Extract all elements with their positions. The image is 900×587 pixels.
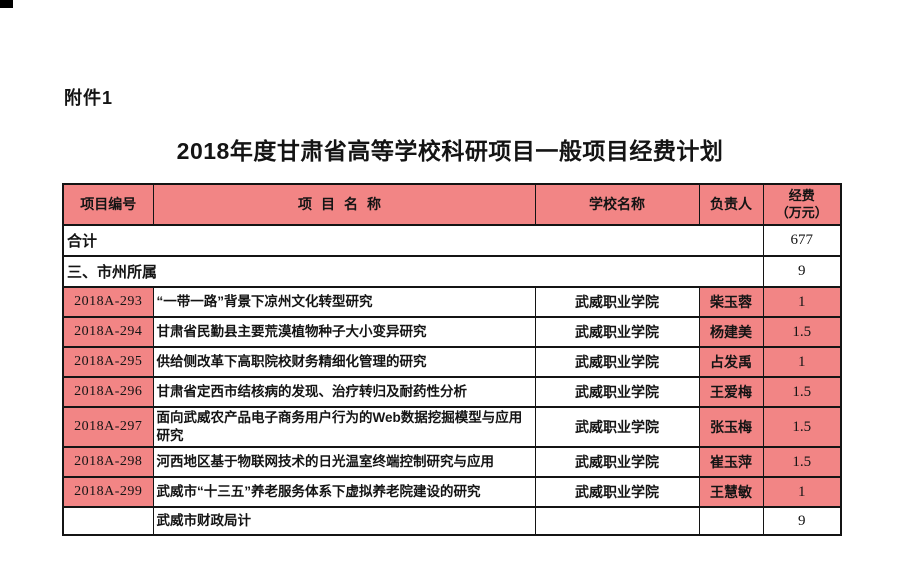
- project-code-cell: 2018A-296: [62, 376, 154, 408]
- funding-cell: 1.5: [762, 446, 842, 479]
- leader-cell: 占发禹: [698, 346, 764, 378]
- leader-cell: 张玉梅: [698, 405, 764, 449]
- funding-cell: 1: [762, 286, 842, 318]
- scan-artifact: [0, 0, 13, 8]
- header-project-name: 项目名称: [152, 183, 536, 226]
- table-row: 2018A-295 供给侧改革下高职院校财务精细化管理的研究 武威职业学院 占发禹 1: [62, 346, 842, 378]
- summary-label-cell: 合计: [62, 224, 764, 257]
- project-code-cell: 2018A-299: [62, 476, 154, 509]
- project-code-cell: 2018A-298: [62, 446, 154, 479]
- project-name-cell: 面向武威农产品电子商务用户行为的Web数据挖掘模型与应用研究: [152, 405, 536, 449]
- project-name-cell: 武威市“十三五”养老服务体系下虚拟养老院建设的研究: [152, 476, 536, 509]
- leader-cell: 杨建美: [698, 316, 764, 348]
- project-name-cell: 甘肃省民勤县主要荒漠植物种子大小变异研究: [152, 316, 536, 348]
- page-title: 2018年度甘肃省高等学校科研项目一般项目经费计划: [176, 138, 724, 164]
- summary-row: 三、市州所属 9: [62, 255, 842, 288]
- header-funding-line1: 经费: [788, 188, 815, 204]
- header-project-code: 项目编号: [62, 183, 154, 226]
- subtotal-label-cell: 武威市财政局计: [152, 506, 536, 537]
- header-school-name: 学校名称: [534, 183, 700, 226]
- summary-row: 合计 677: [62, 224, 842, 257]
- subtotal-row: 武威市财政局计 9: [62, 506, 842, 537]
- funding-cell: 1.5: [762, 405, 842, 449]
- table-row: 2018A-294 甘肃省民勤县主要荒漠植物种子大小变异研究 武威职业学院 杨建美 1.…: [62, 316, 842, 348]
- leader-cell: 王慧敏: [698, 476, 764, 509]
- funding-cell: 1: [762, 476, 842, 509]
- project-code-cell: 2018A-293: [62, 286, 154, 318]
- project-code-cell: 2018A-294: [62, 316, 154, 348]
- table-row: 2018A-293 “一带一路”背景下凉州文化转型研究 武威职业学院 柴玉蓉 1: [62, 286, 842, 318]
- table-row: 2018A-297 面向武威农产品电子商务用户行为的Web数据挖掘模型与应用研究武…: [62, 405, 842, 449]
- school-name-cell: 武威职业学院: [534, 376, 700, 408]
- project-name-cell: 供给侧改革下高职院校财务精细化管理的研究: [152, 346, 536, 378]
- leader-cell: 柴玉蓉: [698, 286, 764, 318]
- subtotal-funding-cell: 9: [762, 506, 842, 537]
- project-code-cell: 2018A-297: [62, 405, 154, 449]
- school-name-cell: 武威职业学院: [534, 346, 700, 378]
- project-name-cell: 河西地区基于物联网技术的日光温室终端控制研究与应用: [152, 446, 536, 479]
- header-funding-line2: （万元）: [775, 204, 828, 220]
- funding-cell: 1.5: [762, 316, 842, 348]
- empty-leader-cell: [698, 506, 764, 537]
- funding-cell: 1.5: [762, 376, 842, 408]
- project-name-cell: “一带一路”背景下凉州文化转型研究: [152, 286, 536, 318]
- project-name-cell: 甘肃省定西市结核病的发现、治疗转归及耐药性分析: [152, 376, 536, 408]
- table-row: 2018A-299 武威市“十三五”养老服务体系下虚拟养老院建设的研究 武威职业学院…: [62, 476, 842, 509]
- summary-funding-cell: 677: [762, 224, 842, 257]
- funding-cell: 1: [762, 346, 842, 378]
- leader-cell: 王爱梅: [698, 376, 764, 408]
- summary-label-cell: 三、市州所属: [62, 255, 764, 288]
- header-funding: 经费 （万元）: [762, 183, 842, 226]
- header-leader: 负责人: [698, 183, 764, 226]
- table-header-row: 项目编号 项目名称 学校名称 负责人 经费 （万元）: [62, 183, 842, 226]
- attachment-label: 附件1: [64, 88, 114, 108]
- empty-code-cell: [62, 506, 154, 537]
- school-name-cell: 武威职业学院: [534, 405, 700, 449]
- table-row: 2018A-298 河西地区基于物联网技术的日光温室终端控制研究与应用 武威职业学院…: [62, 446, 842, 479]
- project-code-cell: 2018A-295: [62, 346, 154, 378]
- leader-cell: 崔玉萍: [698, 446, 764, 479]
- school-name-cell: 武威职业学院: [534, 476, 700, 509]
- funding-table: 项目编号 项目名称 学校名称 负责人 经费 （万元） 合计 677 三、市州所属 9 2…: [62, 183, 842, 537]
- table-row: 2018A-296 甘肃省定西市结核病的发现、治疗转归及耐药性分析 武威职业学院 王爱…: [62, 376, 842, 408]
- school-name-cell: 武威职业学院: [534, 316, 700, 348]
- school-name-cell: 武威职业学院: [534, 286, 700, 318]
- summary-funding-cell: 9: [762, 255, 842, 288]
- empty-school-cell: [534, 506, 700, 537]
- school-name-cell: 武威职业学院: [534, 446, 700, 479]
